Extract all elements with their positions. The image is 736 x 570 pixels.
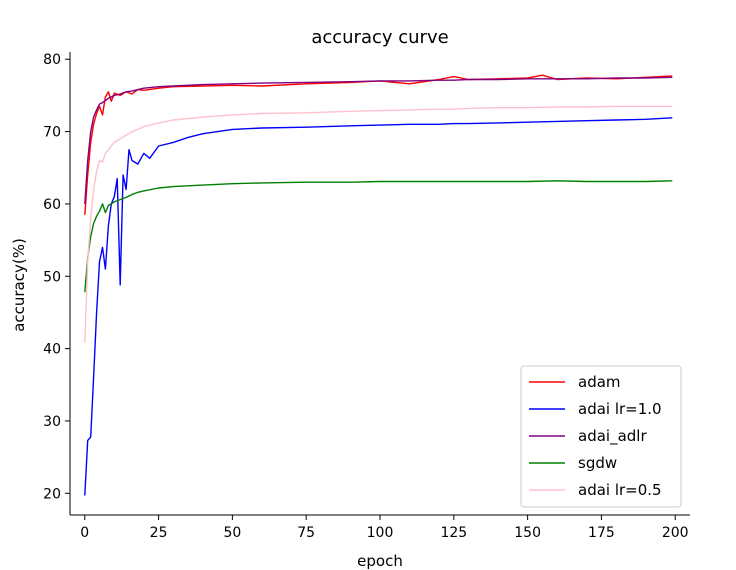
series-line-adai-lr-0-5 xyxy=(84,105,673,343)
legend-label: adai_adlr xyxy=(578,427,647,446)
x-tick-label: 0 xyxy=(80,525,89,541)
y-tick-label: 50 xyxy=(43,269,61,285)
series-layer xyxy=(84,74,673,496)
x-tick-label: 200 xyxy=(662,525,689,541)
y-tick-label: 20 xyxy=(43,486,61,502)
x-tick-label: 50 xyxy=(223,525,241,541)
x-tick-label: 150 xyxy=(514,525,541,541)
chart-title: accuracy curve xyxy=(311,27,448,48)
series-line-adai-adlr xyxy=(84,76,673,204)
y-tick-label: 40 xyxy=(43,342,61,358)
x-tick-label: 125 xyxy=(440,525,467,541)
y-tick-label: 30 xyxy=(43,414,61,430)
x-tick-label: 100 xyxy=(367,525,394,541)
ticks: 0 25 50 75 100 125 150 175 200 20 30 40 50 60 70 80 xyxy=(43,52,688,541)
y-tick-label: 80 xyxy=(43,52,61,68)
series-line-adai-lr-1-0 xyxy=(84,117,673,496)
legend-box xyxy=(520,365,682,508)
y-tick-label: 60 xyxy=(43,197,61,213)
x-tick-label: 25 xyxy=(150,525,168,541)
legend-label: adam xyxy=(578,373,621,391)
x-axis-title: epoch xyxy=(357,552,403,570)
y-tick-label: 70 xyxy=(43,125,61,141)
series-line-sgdw xyxy=(84,180,673,293)
y-axis-title: accuracy(%) xyxy=(10,238,28,332)
legend-label: adai lr=0.5 xyxy=(578,481,662,499)
legend-label: sgdw xyxy=(578,454,617,472)
x-tick-label: 175 xyxy=(588,525,615,541)
legend-label: adai lr=1.0 xyxy=(578,400,662,418)
x-tick-label: 75 xyxy=(297,525,315,541)
series-line-adam xyxy=(84,74,673,215)
